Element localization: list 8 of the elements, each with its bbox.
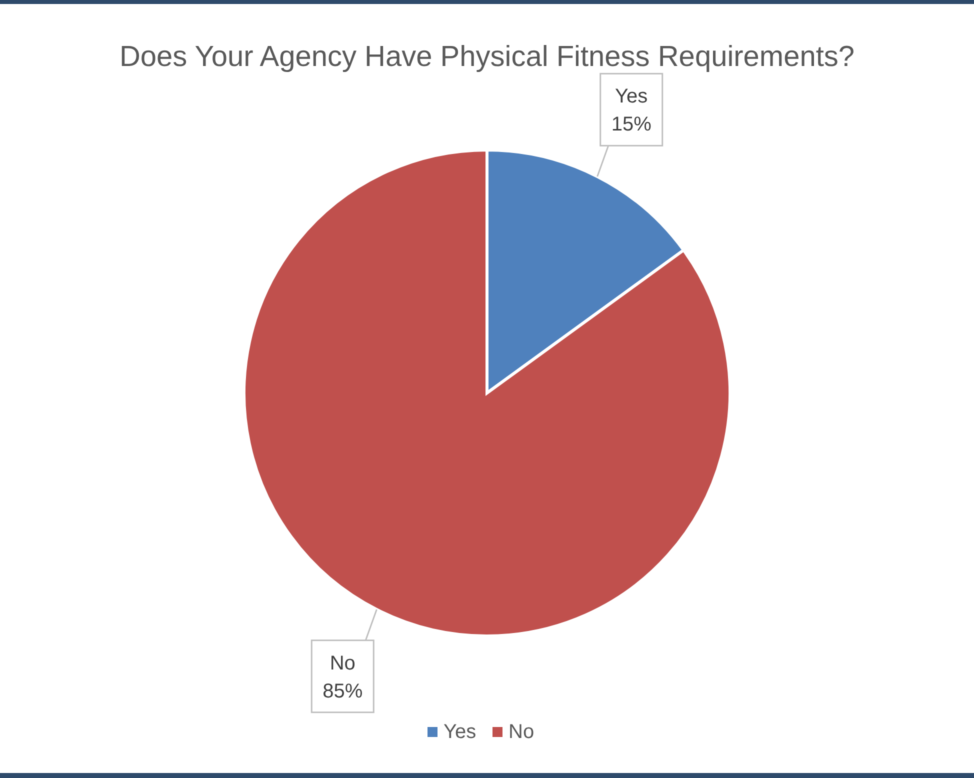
data-label: 85%	[322, 680, 363, 702]
chart-title: Does Your Agency Have Physical Fitness Requirements?	[119, 41, 855, 73]
data-label: 15%	[611, 114, 652, 136]
legend-label: No	[508, 721, 534, 743]
legend-label: Yes	[444, 721, 476, 743]
pie-slice	[242, 148, 732, 638]
slice-label: No	[330, 652, 356, 674]
slice-label: Yes	[615, 86, 648, 108]
